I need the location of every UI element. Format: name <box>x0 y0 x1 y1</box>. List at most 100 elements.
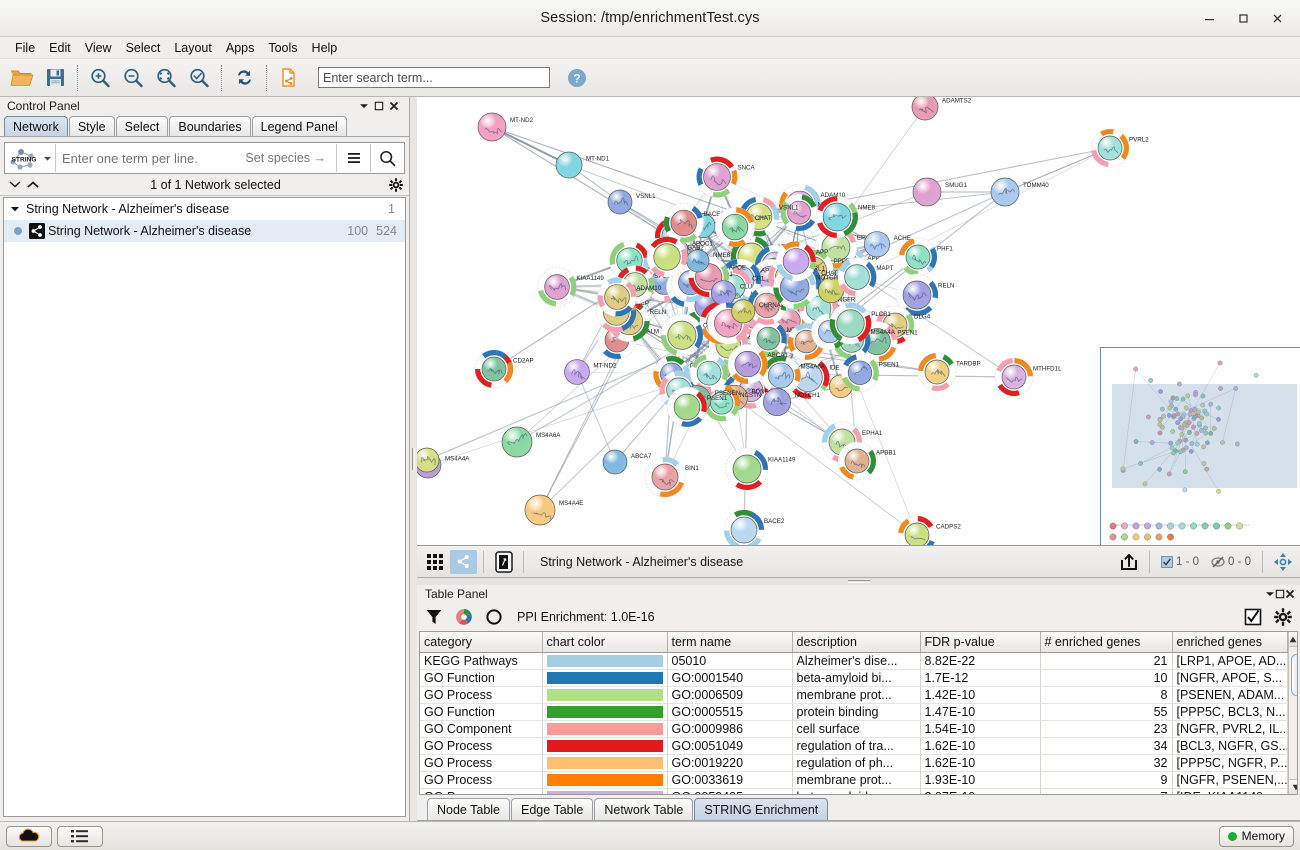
network-nodes[interactable]: MT-ND2 MT-ND1 VSNL1 CD2AP MS4A6A MS4A4A MS4A4E… <box>417 97 1149 546</box>
cloud-icon[interactable] <box>6 825 52 847</box>
table-panel-dropdown-icon[interactable] <box>1265 589 1275 599</box>
network-node[interactable]: PSEN1 <box>666 386 728 428</box>
tab-network[interactable]: Network <box>4 116 68 136</box>
column-header-chart-color[interactable]: chart color <box>542 632 668 653</box>
column-header-enriched-count[interactable]: # enriched genes <box>1040 632 1173 653</box>
control-panel-close-icon[interactable] <box>389 101 404 111</box>
network-node[interactable] <box>417 447 440 473</box>
network-node[interactable]: SMUG1 <box>912 177 968 207</box>
node-circle[interactable] <box>653 243 681 271</box>
tab-legend-panel[interactable]: Legend Panel <box>251 116 347 136</box>
enrichment-table-body[interactable]: KEGG Pathways 05010 Alzheimer's dise... 8.8… <box>420 652 1288 794</box>
enrichment-table[interactable]: category chart color term name descripti… <box>420 632 1288 794</box>
node-circle[interactable] <box>754 292 780 319</box>
network-node[interactable]: CHAT <box>714 206 771 248</box>
node-circle[interactable] <box>912 177 942 207</box>
tab-edge-table[interactable]: Edge Table <box>511 798 594 820</box>
network-tree[interactable]: String Network - Alzheimer's disease 1 <box>3 197 406 817</box>
node-circle[interactable] <box>555 151 583 179</box>
node-circle[interactable] <box>604 284 630 310</box>
table-row[interactable]: GO Component GO:0009986 cell surface 1.54E-… <box>420 720 1288 738</box>
node-circle[interactable] <box>904 522 930 546</box>
search-input[interactable] <box>318 67 550 88</box>
memory-status-button[interactable]: Memory <box>1218 825 1294 847</box>
network-node[interactable]: ABCA7 <box>602 449 652 475</box>
node-circle[interactable] <box>822 202 852 232</box>
table-row[interactable]: GO Function GO:0001540 beta-amyloid bi... 1… <box>420 669 1288 687</box>
tab-select[interactable]: Select <box>115 116 169 136</box>
export-image-icon[interactable] <box>1116 550 1143 574</box>
column-header-term-name[interactable]: term name <box>667 632 793 653</box>
node-circle[interactable] <box>734 350 761 378</box>
network-node[interactable]: ADAMTS2 <box>911 97 972 121</box>
zoom-out-icon[interactable] <box>117 62 149 94</box>
collapse-all-icon[interactable] <box>6 179 24 191</box>
table-panel-close-icon[interactable] <box>1285 589 1295 599</box>
network-node[interactable]: ADAM10 <box>597 277 662 317</box>
close-button[interactable] <box>1260 4 1294 34</box>
node-circle[interactable] <box>782 248 810 275</box>
node-circle[interactable] <box>924 359 950 385</box>
network-canvas-container[interactable]: MT-ND2 MT-ND1 VSNL1 CD2AP MS4A6A MS4A4A MS4A4E… <box>417 97 1300 546</box>
hamburger-icon[interactable] <box>337 143 370 173</box>
filter-icon[interactable] <box>423 606 445 628</box>
menu-edit[interactable]: Edit <box>49 40 71 55</box>
column-header-category[interactable]: category <box>420 632 543 653</box>
node-circle[interactable] <box>481 356 507 382</box>
network-node[interactable]: BIN1 <box>644 456 699 498</box>
scroll-up-arrow[interactable] <box>1288 632 1297 647</box>
column-header-description[interactable]: description <box>792 632 921 653</box>
table-panel-float-icon[interactable] <box>1275 589 1285 599</box>
zoom-in-icon[interactable] <box>84 62 116 94</box>
network-node[interactable]: SNCA <box>696 156 756 198</box>
open-folder-icon[interactable] <box>6 62 38 94</box>
refresh-icon[interactable] <box>228 62 260 94</box>
network-node[interactable]: APP <box>775 241 828 282</box>
share-network-icon[interactable] <box>450 549 477 574</box>
network-node[interactable]: PVRL2 <box>1090 128 1149 168</box>
node-circle[interactable] <box>696 360 722 386</box>
menu-view[interactable]: View <box>84 40 112 55</box>
menu-select[interactable]: Select <box>125 40 161 55</box>
save-icon[interactable] <box>39 62 71 94</box>
help-icon[interactable]: ? <box>561 62 593 94</box>
zoom-fit-icon[interactable] <box>150 62 182 94</box>
menu-help[interactable]: Help <box>311 40 338 55</box>
network-node[interactable]: PSEN1 <box>840 353 900 392</box>
network-node[interactable]: TOMM40 <box>990 177 1049 207</box>
node-circle[interactable] <box>844 448 870 474</box>
tab-string-enrichment[interactable]: STRING Enrichment <box>694 798 829 820</box>
expand-triangle-icon[interactable] <box>10 204 26 214</box>
node-circle[interactable] <box>730 516 758 544</box>
network-node[interactable]: MTHFD1L <box>994 357 1062 397</box>
network-node[interactable]: VSNL1 <box>607 189 656 215</box>
network-node[interactable]: RELN <box>895 273 955 317</box>
network-node[interactable]: MS4A4E <box>524 494 583 526</box>
task-list-icon[interactable] <box>57 825 103 847</box>
table-row[interactable]: GO Function GO:0005515 protein binding 1.47… <box>420 703 1288 721</box>
chart-color-icon[interactable] <box>453 606 475 628</box>
node-circle[interactable] <box>905 244 931 270</box>
node-circle[interactable] <box>544 274 570 300</box>
node-circle[interactable] <box>651 463 679 491</box>
table-row[interactable]: GO Process GO:0051049 regulation of tra...… <box>420 737 1288 755</box>
menu-tools[interactable]: Tools <box>268 40 298 55</box>
scroll-down-arrow[interactable] <box>1288 779 1297 794</box>
network-node[interactable]: PLCB1 <box>829 302 892 345</box>
network-node[interactable]: CLU <box>710 280 752 306</box>
table-row[interactable]: GO Process GO:0006509 membrane prot... 1.42… <box>420 686 1288 704</box>
network-canvas[interactable]: MT-ND2 MT-ND1 VSNL1 CD2AP MS4A6A MS4A4A MS4A4E… <box>417 97 1300 546</box>
network-tree-item[interactable]: String Network - Alzheimer's disease 100… <box>4 220 405 242</box>
set-species-link[interactable]: Set species → <box>245 151 326 165</box>
node-circle[interactable] <box>1001 364 1027 390</box>
table-vertical-scrollbar[interactable] <box>1287 632 1297 794</box>
node-circle[interactable] <box>763 388 791 416</box>
network-node[interactable]: TARDBP <box>917 352 981 392</box>
node-circle[interactable] <box>721 213 749 241</box>
network-overview-inset[interactable] <box>1100 347 1300 545</box>
control-panel-dropdown-icon[interactable] <box>359 101 374 111</box>
network-node[interactable]: MT-ND2 <box>477 112 534 142</box>
node-circle[interactable] <box>477 112 507 142</box>
table-row[interactable]: KEGG Pathways 05010 Alzheimer's dise... 8.8… <box>420 652 1288 670</box>
node-circle[interactable] <box>602 449 628 475</box>
